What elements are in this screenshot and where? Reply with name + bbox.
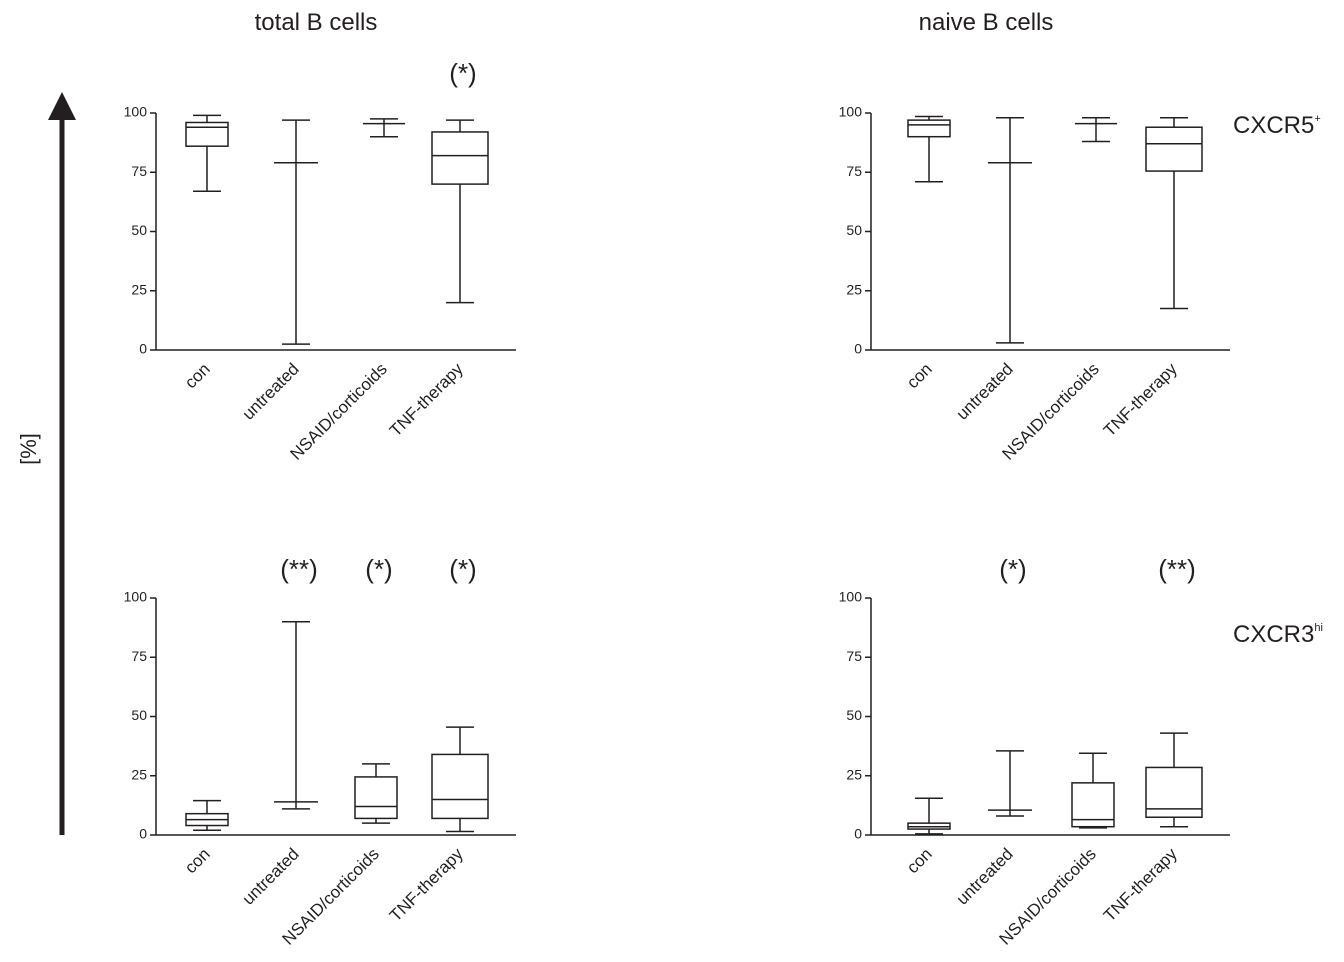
y-tick-label: 75	[131, 163, 147, 179]
y-tick-label: 25	[846, 766, 862, 782]
y-tick-label: 50	[846, 222, 862, 238]
y-tick-label: 50	[846, 707, 862, 723]
significance-marker: (*)	[999, 554, 1026, 584]
column-title-total-b-cells: total B cells	[255, 9, 378, 36]
category-label: TNF-therapy	[386, 844, 467, 925]
row-label-cxcr5-base: CXCR5	[1233, 112, 1314, 139]
y-tick-label: 50	[131, 222, 147, 238]
category-label: con	[903, 359, 936, 392]
y-tick-label: 100	[124, 104, 148, 120]
category-label: con	[181, 359, 214, 392]
category-label: con	[181, 844, 214, 877]
row-label-cxcr5-sup: +	[1314, 113, 1320, 125]
row-label-cxcr3: CXCR3hi	[1233, 621, 1323, 648]
category-label: TNF-therapy	[1100, 844, 1181, 925]
category-label: TNF-therapy	[1100, 359, 1181, 440]
y-tick-label: 75	[131, 648, 147, 664]
y-tick-label: 50	[131, 707, 147, 723]
row-label-cxcr3-base: CXCR3	[1233, 621, 1314, 648]
box-iqr	[431, 131, 489, 185]
box-iqr	[1145, 126, 1203, 172]
y-tick-label: 0	[854, 341, 862, 357]
box-plot-panel: 0 25 50 75 100 con untreatedNSAID/corticoidsTN…	[124, 58, 516, 464]
y-tick-label: 25	[131, 766, 147, 782]
y-arrow-head	[48, 92, 76, 120]
significance-marker: (*)	[449, 58, 476, 88]
category-label: NSAID/corticoids	[287, 359, 391, 463]
category-label: TNF-therapy	[386, 359, 467, 440]
y-axis-label: [%]	[16, 433, 41, 465]
y-tick-label: 0	[139, 826, 147, 842]
row-label-cxcr5: CXCR5+	[1233, 112, 1321, 139]
y-tick-label: 75	[846, 648, 862, 664]
y-tick-label: 25	[846, 281, 862, 297]
box-iqr	[354, 776, 398, 820]
category-label: untreated	[239, 844, 303, 908]
y-tick-label: 75	[846, 163, 862, 179]
box-iqr	[431, 753, 489, 820]
category-label: untreated	[953, 359, 1017, 423]
y-tick-label: 0	[854, 826, 862, 842]
y-tick-label: 25	[131, 281, 147, 297]
column-title-naive-b-cells: naive B cells	[919, 9, 1054, 36]
significance-marker: (*)	[365, 554, 392, 584]
significance-marker: (*)	[449, 554, 476, 584]
y-tick-label: 100	[124, 589, 148, 605]
row-label-cxcr3-sup: hi	[1314, 622, 1323, 634]
box-iqr	[1145, 766, 1203, 818]
box-iqr	[907, 119, 951, 138]
y-tick-label: 100	[839, 589, 863, 605]
category-label: con	[903, 844, 936, 877]
box-iqr	[185, 121, 229, 147]
significance-marker: (**)	[280, 554, 318, 584]
category-label: untreated	[239, 359, 303, 423]
significance-marker: (**)	[1158, 554, 1196, 584]
y-tick-label: 100	[839, 104, 863, 120]
category-label: untreated	[953, 844, 1017, 908]
y-tick-label: 0	[139, 341, 147, 357]
